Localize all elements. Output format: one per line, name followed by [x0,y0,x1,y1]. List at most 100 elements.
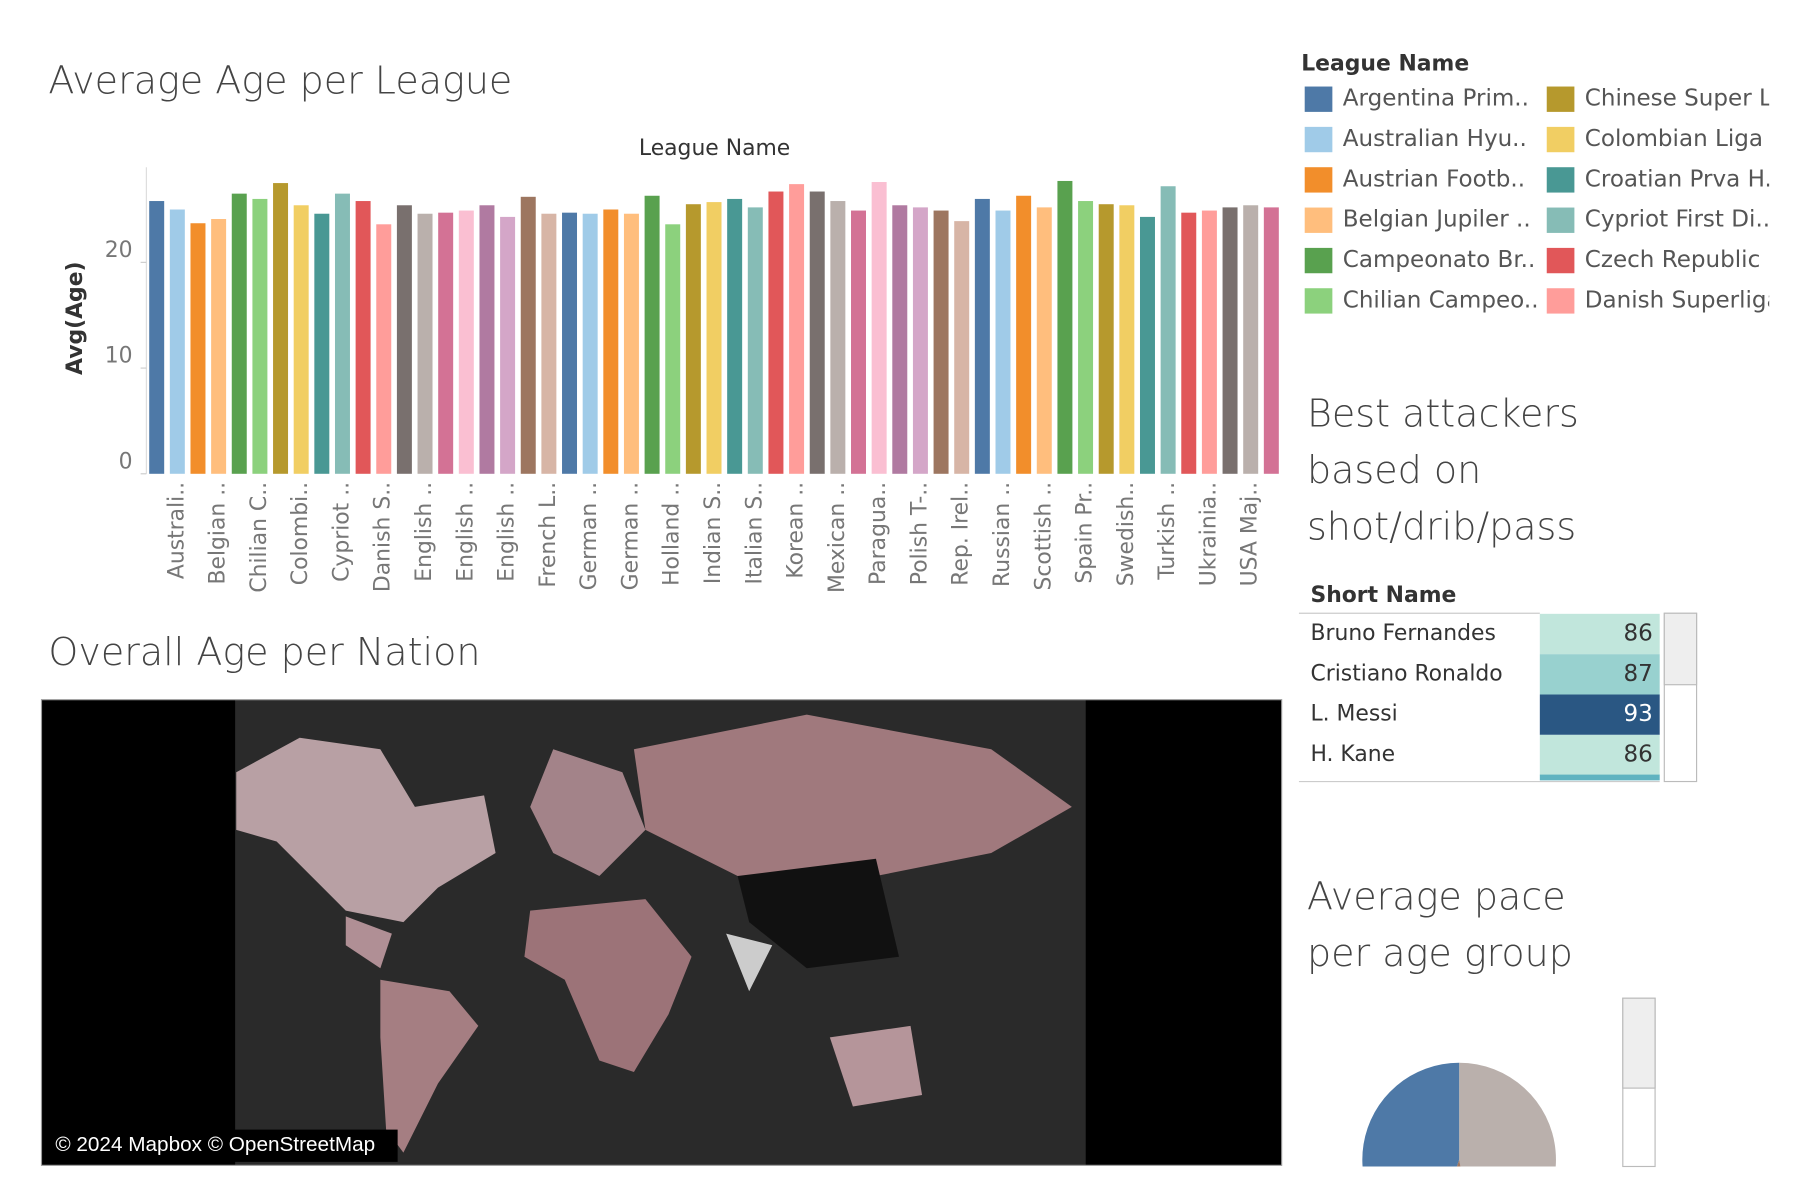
europe [530,749,646,877]
x-tick-label: English .. [412,482,437,582]
x-tick-label: Danish S.. [371,482,396,592]
india [726,933,773,992]
map-frame [40,699,1283,1166]
bar [912,207,928,474]
bar [1016,195,1032,474]
cell-value: 93 [1623,701,1652,727]
africa [524,899,692,1072]
legend-swatch [1546,126,1575,153]
legend-title: League Name [1301,52,1469,77]
table-title: shot/drib/pass [1307,505,1576,549]
attribution: © 2024 Mapbox © OpenStreetMap [55,1133,375,1156]
bar [149,201,165,474]
legend-swatch [1546,288,1575,314]
x-tick-label: USA Maj.. [1238,482,1263,586]
x-tick-label: Cypriot .. [329,482,354,582]
row-name: L. Messi [1310,702,1397,727]
bar [685,204,701,474]
bar [665,224,681,474]
bar [1139,216,1155,474]
bar [892,205,908,474]
bar [747,207,763,474]
map-title: Overall Age per Nation [48,630,480,674]
x-tick-label: Chilian C.. [247,482,272,593]
x-tick-label: English .. [495,482,520,582]
row-name: Cristiano Ronaldo [1310,661,1502,686]
scroll-thumb[interactable] [1622,997,1656,1089]
bar [1222,207,1238,474]
x-tick-label: Russian .. [990,482,1015,587]
bar [1181,212,1197,474]
bar-title: Average Age per League [48,59,512,103]
bar [644,195,660,474]
bar [1263,207,1279,474]
bar [211,219,227,474]
legend-label: Cypriot First Di.. [1585,207,1770,233]
bar [809,191,825,474]
russia [633,714,1072,877]
legend-swatch [1304,247,1333,274]
pie-plot [1362,1062,1556,1167]
bar [1243,205,1259,474]
map: © 2024 Mapbox © OpenStreetMap [41,699,1282,1166]
x-tick-label: Indian S.. [701,482,726,584]
legend-label: Belgian Jupiler .. [1343,207,1531,233]
bar [1057,180,1073,474]
x-tick-label: English .. [453,482,478,582]
bar [334,193,350,474]
bar [768,191,784,474]
south-america [380,979,479,1153]
cell [1539,654,1660,695]
legend-swatch [1546,86,1575,112]
bar [1098,204,1114,474]
legend-label: Chilian Campeo.. [1343,287,1539,313]
x-tick-label: Mexican .. [825,482,850,593]
legend-label: Campeonato Br.. [1343,247,1536,273]
row-name: H. Kane [1310,742,1395,767]
cell [1539,694,1660,735]
table-title: Best attackers [1307,392,1579,436]
legend-swatch [1546,207,1575,233]
pie-slice [1362,1062,1460,1167]
legend-label: Chinese Super L.. [1585,86,1787,112]
legend-label: Czech Republic .. [1585,247,1782,273]
bar [417,213,433,474]
bar [438,212,454,474]
bar [293,205,309,474]
legend-swatch [1304,207,1333,233]
x-tick-label: Korean .. [784,482,809,579]
y-tick-label: 0 [119,449,133,474]
central-america [345,916,392,969]
attribution-bg [46,1129,398,1162]
column-header: Short Name [1310,583,1456,608]
legend-swatch [1304,288,1333,314]
bar [396,205,412,474]
x-tick-label: Ukrainia.. [1196,482,1221,586]
x-tick-label: Polish T-.. [907,482,932,585]
bar [562,212,578,474]
y-tick-label: 20 [105,238,133,263]
china [737,858,899,969]
legend-label: Colombian Liga .. [1585,126,1785,152]
bar [520,196,536,474]
bar [933,210,949,474]
bar [252,198,268,474]
pie-title: per age group [1307,931,1573,975]
attackers-table: Best attackers based on shot/drib/pass Shor… [1298,392,1660,783]
bar [273,183,289,474]
cell [1539,734,1660,776]
x-tick-label: Belgian .. [206,482,231,585]
x-tick-label: Scottish .. [1031,482,1056,591]
scroll-thumb[interactable] [1663,612,1698,686]
bar [541,213,557,474]
x-tick-label: Paragua.. [866,482,891,585]
bar [974,198,990,474]
bar [954,221,970,474]
bar [727,198,743,474]
x-tick-label: German .. [577,482,602,590]
legend-label: Croatian Prva H.. [1585,166,1779,192]
x-header: League Name [639,136,790,161]
bar [582,213,598,474]
legend-label: Danish Superliga [1585,287,1781,313]
